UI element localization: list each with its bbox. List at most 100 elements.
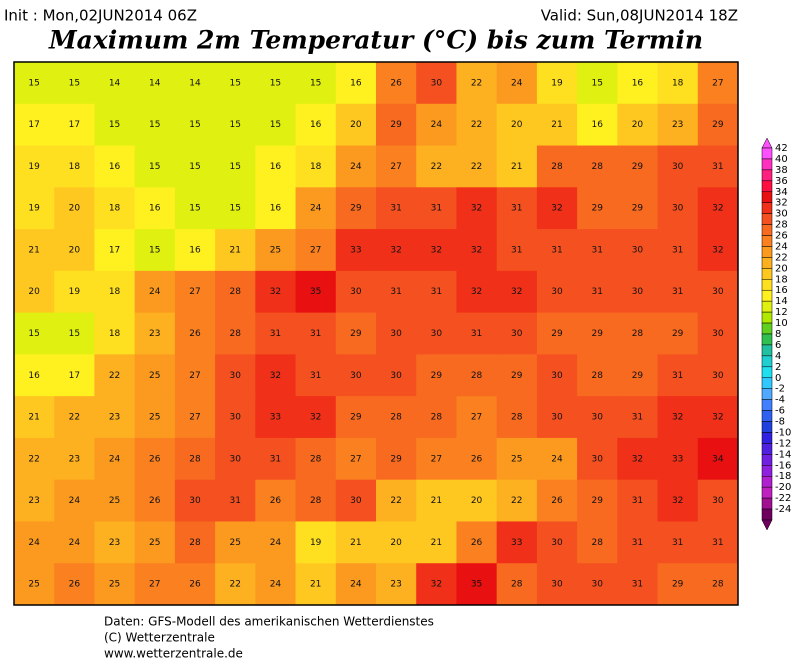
temperature-cell [215,312,256,355]
temperature-cell [456,312,498,355]
temperature-cell [376,229,417,272]
temperature-label: 15 [229,120,240,130]
colorbar-box [761,268,773,280]
temperature-label: 20 [28,287,40,297]
temperature-cell [295,103,337,147]
colorbar-box [761,147,773,160]
temperature-label: 30 [551,538,563,548]
temperature-label: 28 [229,329,241,339]
colorbar-label: 2 [775,362,781,373]
colorbar-cap [761,519,773,531]
temperature-label: 30 [591,413,603,423]
colorbar-label: 32 [775,198,788,209]
colorbar-box [761,454,773,466]
temperature-cell [215,270,256,314]
temperature-cell [416,187,457,230]
temperature-cell [295,521,337,564]
temperature-cell [174,62,216,105]
temperature-cell [335,312,377,355]
temperature-cell [416,354,457,397]
temperature-label: 31 [632,413,643,423]
temperature-cell [255,521,297,564]
temperature-cell [14,187,55,230]
temperature-label: 28 [511,580,523,590]
temperature-label: 22 [390,496,401,506]
colorbar-cap [761,137,773,149]
temperature-cell [456,479,498,522]
temperature-cell [295,229,337,272]
temperature-label: 30 [551,371,563,381]
temperature-cell [255,396,297,439]
temperature-label: 30 [350,287,362,297]
temperature-label: 29 [591,496,603,506]
temperature-cell [54,396,95,439]
colorbar-box [761,355,773,368]
temperature-cell [134,396,176,439]
temperature-cell [295,270,337,314]
colorbar-box [761,366,773,379]
temperature-cell [295,479,337,522]
temperature-label: 33 [511,538,522,548]
temperature-cell [215,187,256,230]
temperature-label: 32 [431,245,442,255]
temperature-label: 28 [431,413,443,423]
temperature-label: 14 [189,78,201,88]
colorbar-label: 26 [775,231,788,242]
temperature-label: 32 [712,413,723,423]
temperature-label: 27 [471,413,482,423]
temperature-cell [657,354,699,397]
colorbar-box [761,158,773,171]
temperature-cell [496,312,538,355]
footer-line: Daten: GFS-Modell des amerikanischen Wet… [104,615,434,629]
temperature-label: 25 [149,413,160,423]
temperature-cell [657,103,699,147]
map-title: Maximum 2m Temperatur (°C) bis zum Termi… [48,26,703,55]
temperature-label: 25 [149,538,160,548]
temperature-cell [94,563,136,606]
temperature-cell [697,103,739,147]
temperature-cell [174,521,216,564]
temperature-label: 16 [189,245,201,255]
temperature-cell [14,62,55,105]
temperature-cell [134,187,176,230]
temperature-cell [577,145,618,188]
temperature-label: 34 [712,454,724,464]
temperature-label: 30 [229,371,241,381]
temperature-label: 28 [390,413,402,423]
temperature-label: 27 [712,78,723,88]
init-time: Init : Mon,02JUN2014 06Z [4,7,197,25]
temperature-label: 31 [672,371,683,381]
temperature-cell [536,62,578,105]
temperature-cell [335,270,377,314]
temperature-label: 31 [591,245,602,255]
temperature-label: 21 [431,496,442,506]
temperature-label: 15 [28,329,39,339]
temperature-label: 21 [350,538,361,548]
temperature-cell [255,312,297,355]
temperature-cell [215,229,256,272]
temperature-label: 24 [149,287,161,297]
temperature-cell [697,396,739,439]
colorbar-label: 0 [775,373,781,384]
temperature-cell [94,396,136,439]
temperature-cell [255,145,297,188]
colorbar-label: -20 [775,482,791,493]
temperature-label: 24 [431,120,443,130]
temperature-cell [697,145,739,188]
colorbar-box [761,191,773,203]
temperature-cell [657,62,699,105]
temperature-cell [54,354,95,397]
temperature-cell [54,437,95,481]
colorbar-label: 34 [775,187,788,198]
temperature-label: 25 [149,371,160,381]
colorbar-box [761,475,773,488]
temperature-label: 21 [551,120,562,130]
temperature-cell [134,563,176,606]
temperature-label: 32 [632,454,643,464]
temperature-label: 27 [189,287,200,297]
temperature-cell [577,396,618,439]
temperature-label: 29 [511,371,523,381]
temperature-cell [14,479,55,522]
colorbar-label: 22 [775,252,788,263]
temperature-label: 30 [551,287,563,297]
